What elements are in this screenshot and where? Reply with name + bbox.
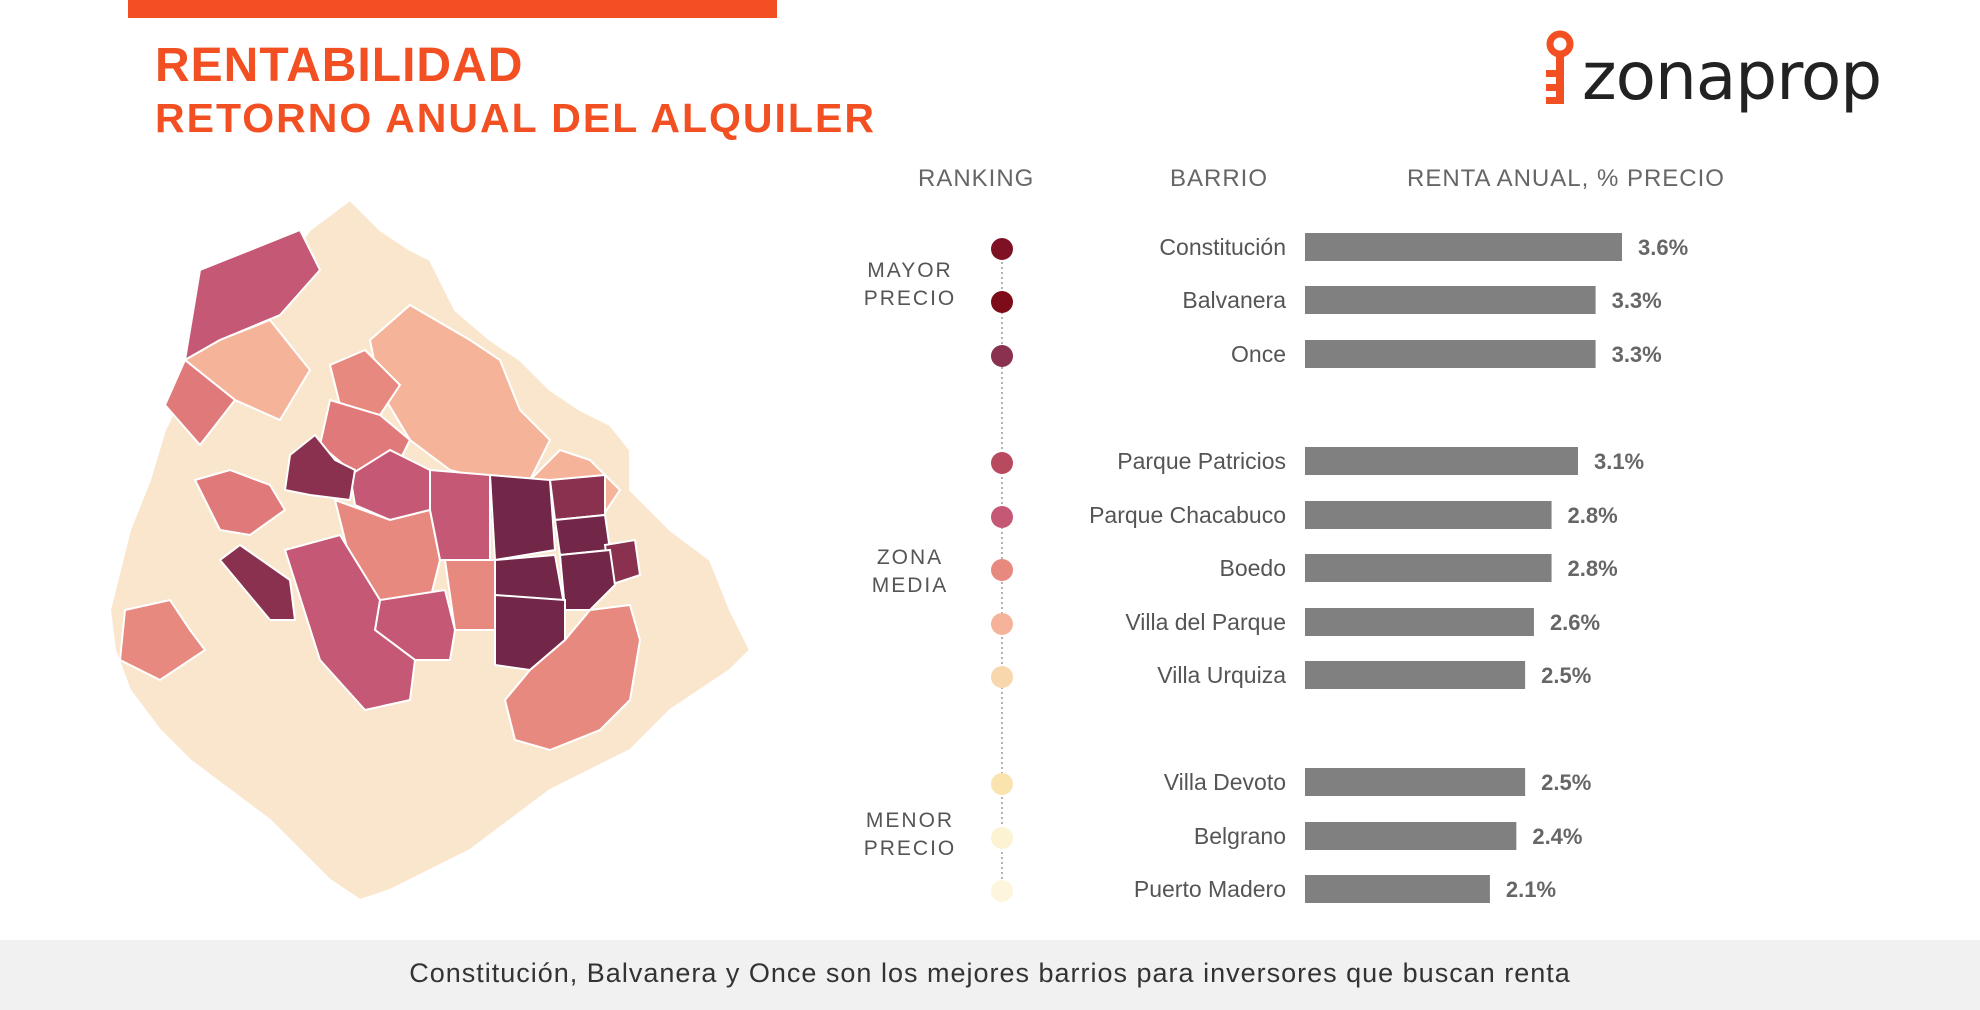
bar-category-label: Villa Urquiza <box>1157 662 1286 688</box>
group-label: MEDIA <box>872 574 949 597</box>
key-icon <box>1546 30 1574 104</box>
column-header-renta: RENTA ANUAL, % PRECIO <box>1407 165 1725 192</box>
brand-logo: zonaprop <box>1540 30 1910 115</box>
rank-dot <box>991 291 1013 313</box>
group-label: MAYOR <box>867 259 952 282</box>
bar-category-label: Villa del Parque <box>1125 609 1286 635</box>
rank-dot <box>991 773 1013 795</box>
bar-value-label: 2.8% <box>1568 556 1618 581</box>
rank-dot <box>991 666 1013 688</box>
bar-category-label: Boedo <box>1219 555 1286 581</box>
bar-value-label: 3.3% <box>1612 288 1662 313</box>
bar-category-label: Parque Chacabuco <box>1089 502 1286 528</box>
bar-category-label: Balvanera <box>1182 287 1286 313</box>
district-villa-urquiza <box>163 358 237 447</box>
logo-wordmark: zonaprop <box>1582 38 1882 115</box>
rank-dot <box>991 559 1013 581</box>
group-label: PRECIO <box>864 837 957 860</box>
rank-dots <box>991 238 1013 902</box>
rank-dot <box>991 452 1013 474</box>
value-labels: 3.6% 3.3% 3.3% 3.1% 2.8% 2.8% 2.6% 2.5% 2.5% 2.4%… <box>1506 235 1688 902</box>
column-header-ranking: RANKING <box>918 165 1035 192</box>
district-villa-devoto <box>193 468 287 537</box>
bar-labels: Constitución Balvanera Once Parque Patricio… <box>1089 234 1286 902</box>
bar <box>1305 340 1596 368</box>
bar-value-label: 2.5% <box>1541 663 1591 688</box>
bar <box>1305 608 1534 636</box>
district-floresta <box>218 543 297 621</box>
bar <box>1305 233 1622 261</box>
bar <box>1305 768 1526 796</box>
bar-category-label: Constitución <box>1159 234 1286 260</box>
group-labels: MAYOR PRECIO ZONA MEDIA MENOR PRECIO <box>864 259 957 860</box>
rank-dot <box>991 880 1013 902</box>
column-header-barrio: BARRIO <box>1170 165 1269 192</box>
group-label: PRECIO <box>864 287 957 310</box>
bar <box>1305 286 1596 314</box>
rank-dot <box>991 506 1013 528</box>
district-flores <box>283 533 417 712</box>
bar <box>1305 554 1552 582</box>
rank-dot <box>991 613 1013 635</box>
bar <box>1305 822 1517 850</box>
page-subtitle: RETORNO ANUAL DEL ALQUILER <box>155 95 876 141</box>
district-boedo <box>443 559 496 631</box>
district-balvanera <box>488 473 557 562</box>
bar-value-label: 3.6% <box>1638 235 1688 260</box>
rank-dot <box>991 827 1013 849</box>
bar-value-label: 3.1% <box>1594 449 1644 474</box>
district-monserrat <box>553 513 612 557</box>
buenos-aires-map <box>110 198 750 900</box>
footer: Constitución, Balvanera y Once son los m… <box>0 940 1980 1010</box>
bar <box>1305 501 1552 529</box>
district-colegiales <box>328 348 402 417</box>
bar <box>1305 875 1490 903</box>
bars <box>1305 233 1622 903</box>
group-label: MENOR <box>866 809 954 832</box>
accent-bar <box>128 0 777 18</box>
bar-category-label: Once <box>1231 341 1286 367</box>
bar-value-label: 2.4% <box>1532 824 1582 849</box>
bar-value-label: 2.5% <box>1541 770 1591 795</box>
district-mataderos <box>118 598 207 682</box>
bar-category-label: Villa Devoto <box>1164 769 1286 795</box>
page-title: RENTABILIDAD <box>155 39 524 92</box>
district-villa-del-parque <box>283 433 357 502</box>
district-barracas <box>503 603 642 752</box>
rank-dot <box>991 345 1013 367</box>
bar <box>1305 447 1578 475</box>
bar-category-label: Belgrano <box>1194 823 1286 849</box>
district-san-nicolas <box>548 473 606 522</box>
rent-chart: MAYOR PRECIO ZONA MEDIA MENOR PRECIO Constitu… <box>864 233 1688 903</box>
bar-category-label: Parque Patricios <box>1117 448 1286 474</box>
bar-value-label: 2.8% <box>1568 503 1618 528</box>
district-caballito <box>429 468 491 561</box>
bar-value-label: 3.3% <box>1612 342 1662 367</box>
bar-value-label: 2.1% <box>1506 877 1556 902</box>
rank-dot <box>991 238 1013 260</box>
bar-category-label: Puerto Madero <box>1134 876 1286 902</box>
footer-caption: Constitución, Balvanera y Once son los m… <box>409 958 1571 988</box>
bar-value-label: 2.6% <box>1550 610 1600 635</box>
group-label: ZONA <box>877 546 943 569</box>
bar <box>1305 661 1526 689</box>
